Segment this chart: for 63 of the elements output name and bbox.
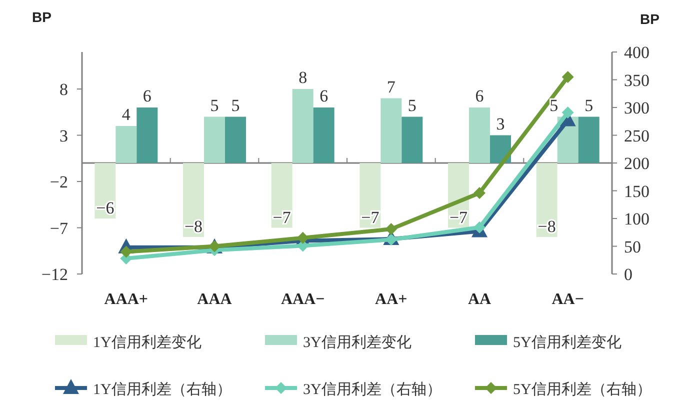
data-label: 5 (584, 96, 594, 115)
point (385, 234, 398, 246)
data-label: 5 (408, 96, 416, 115)
bar (313, 108, 334, 163)
bar (578, 116, 600, 163)
point (474, 186, 486, 199)
data-label: −8 (184, 217, 203, 236)
y2-tick-label: 50 (624, 237, 641, 256)
data-label: −7 (449, 208, 468, 227)
data-label: 6 (320, 86, 328, 106)
y2-tick-label: 250 (624, 126, 650, 146)
data-label: −7 (272, 208, 292, 227)
y-tick-label: 3 (60, 126, 68, 146)
y2-tick-label: 400 (624, 43, 650, 62)
x-tick-label: AA− (552, 291, 584, 308)
bar (469, 108, 490, 163)
x-tick-label: AA (468, 291, 492, 308)
bar (136, 108, 158, 163)
bar (380, 98, 402, 163)
y2-tick-label: 150 (624, 182, 650, 201)
data-label: 5 (210, 96, 219, 115)
y-tick-label: 8 (60, 80, 68, 99)
legend-label: 5Y信用利差（右轴） (513, 381, 652, 398)
bar (225, 116, 246, 163)
data-label: 5 (550, 96, 558, 115)
point (385, 223, 398, 236)
y2-axis-title: BP (640, 11, 660, 27)
data-label: −6 (96, 198, 114, 218)
legend-label: 1Y信用利差（右轴） (93, 381, 232, 398)
data-label: 7 (386, 77, 396, 96)
y2-tick-label: 350 (624, 70, 650, 90)
x-tick-label: AAA− (280, 291, 325, 308)
x-tick-label: AAA (197, 291, 232, 308)
bar (292, 89, 314, 163)
data-label: 3 (496, 114, 505, 134)
legend-label: 1Y信用利差变化 (93, 334, 202, 351)
data-label: 5 (231, 96, 240, 115)
bar (402, 116, 423, 163)
point (474, 221, 486, 234)
data-label: 6 (142, 86, 152, 106)
legend-label: 3Y信用利差变化 (303, 334, 412, 351)
data-label: 4 (122, 105, 131, 124)
point (562, 70, 574, 83)
data-label: 8 (298, 68, 308, 87)
point (562, 106, 574, 118)
data-label: −8 (538, 217, 556, 236)
data-label: 6 (475, 86, 484, 106)
y-tick-label: −12 (41, 265, 68, 284)
y-tick-label: −2 (50, 172, 68, 192)
y2-tick-label: 200 (624, 154, 650, 173)
bar (116, 126, 137, 163)
legend-label: 5Y信用利差变化 (513, 334, 622, 351)
bar (204, 116, 225, 163)
legend-label: 3Y信用利差（右轴） (303, 381, 442, 398)
y-tick-label: −7 (50, 218, 68, 238)
y2-tick-label: 0 (624, 265, 632, 284)
data-label: −7 (361, 208, 380, 227)
y2-tick-label: 300 (624, 98, 650, 118)
x-tick-label: AAA+ (104, 291, 148, 308)
y-axis-title: BP (32, 9, 52, 25)
point (296, 232, 309, 244)
y2-tick-label: 100 (624, 210, 650, 228)
x-tick-label: AA+ (375, 291, 408, 308)
